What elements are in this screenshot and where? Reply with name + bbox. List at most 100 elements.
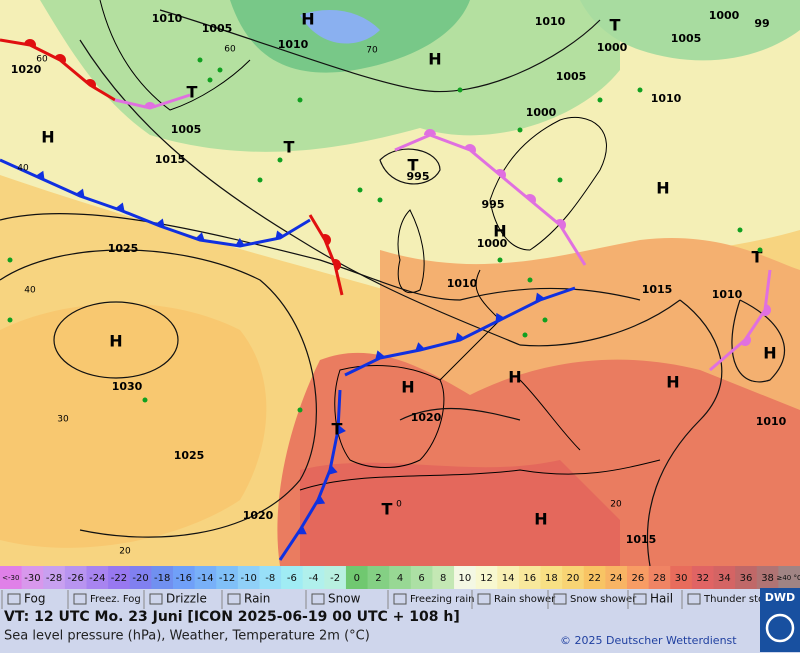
weather-symbol — [297, 407, 303, 413]
scale-cell — [151, 566, 174, 589]
temp-zone — [580, 0, 800, 61]
legend-label: Snow shower — [570, 594, 637, 605]
scale-label: -20 — [132, 573, 148, 584]
footer-background — [0, 589, 800, 653]
scale-label: <-30 — [2, 574, 19, 582]
scale-label: 36 — [740, 573, 753, 584]
scale-cell — [454, 566, 477, 589]
pressure-center: H — [666, 373, 679, 392]
scale-label: 30 — [675, 573, 688, 584]
pressure-label: 1020 — [11, 63, 42, 76]
scale-label: -14 — [197, 573, 213, 584]
legend-label: Snow — [328, 592, 361, 606]
scale-label: ≥40 °C — [776, 574, 800, 582]
scale-label: -2 — [330, 573, 340, 584]
pressure-center: H — [428, 50, 441, 69]
pressure-label: 1010 — [278, 38, 309, 51]
coastline — [299, 379, 661, 491]
pressure-center: H — [41, 128, 54, 147]
weather-symbol — [142, 397, 148, 403]
scale-label: 10 — [458, 573, 471, 584]
weather-symbol — [457, 87, 463, 93]
temperature-label: 30 — [57, 415, 69, 425]
legend-label: Rain — [244, 592, 270, 606]
scale-label: 16 — [523, 573, 536, 584]
weather-symbol — [297, 97, 303, 103]
scale-label: 0 — [354, 573, 360, 584]
scale-label: 20 — [567, 573, 580, 584]
scale-label: -26 — [68, 573, 84, 584]
legend-icon — [477, 593, 491, 605]
scale-cell — [389, 566, 412, 589]
weather-symbol — [542, 317, 548, 323]
pressure-label: 1015 — [642, 283, 673, 296]
scale-cell — [367, 566, 390, 589]
scale-cell — [0, 566, 23, 589]
scale-label: -8 — [265, 573, 275, 584]
map: 1010 1005 1010 1020 1005 1015 995 995 1000 1010 10… — [0, 0, 800, 567]
scale-label: 26 — [631, 573, 644, 584]
scale-label: 32 — [696, 573, 709, 584]
legend-label: Thunder storm — [703, 594, 778, 605]
legend-label: Freezing rain — [410, 594, 474, 605]
temperature-label: 70 — [366, 46, 378, 56]
temperature-label: 0 — [396, 500, 402, 510]
isobar — [0, 249, 317, 538]
legend-icon — [7, 593, 21, 605]
temperature-label: 40 — [17, 164, 29, 174]
pressure-label: 995 — [407, 170, 430, 183]
scale-cell — [345, 566, 369, 589]
pressure-center: H — [656, 179, 669, 198]
weather-symbol — [527, 277, 533, 283]
weather-symbol — [7, 317, 13, 323]
pressure-label: 1020 — [243, 509, 274, 522]
scale-cell — [43, 566, 66, 589]
weather-symbol — [737, 227, 743, 233]
scale-label: 22 — [588, 573, 601, 584]
description: Sea level pressure (hPa), Weather, Tempe… — [4, 629, 370, 644]
scale-label: -24 — [89, 573, 105, 584]
legend-icon — [633, 593, 647, 605]
color-scale: <-30 -30 -28 -26 -24 -22 -20 -18 -16 -14 -12 -10 -8-… — [0, 566, 800, 589]
scale-cell — [518, 566, 542, 589]
weather-symbol — [377, 197, 383, 203]
coastline — [99, 0, 251, 111]
scale-cell — [432, 566, 455, 589]
temperature-label: 20 — [610, 500, 622, 510]
weather-legend: Fog Freez. Fog Drizzle Rain Snow Freezing rai… — [1, 590, 778, 609]
map-labels: 1010 1005 1010 1020 1005 1015 995 995 1000 1010 10… — [7, 9, 787, 557]
pressure-center: T — [187, 83, 198, 102]
weather-symbol — [217, 67, 223, 73]
scale-label: 8 — [440, 573, 446, 584]
legend-label: Hail — [650, 592, 673, 606]
isobar — [159, 9, 601, 93]
weather-symbol — [637, 87, 643, 93]
warm-front — [308, 214, 344, 296]
scale-label: -30 — [24, 573, 40, 584]
logo-text: DWD — [765, 591, 795, 604]
pressure-label: 1005 — [671, 32, 702, 45]
isobar — [399, 407, 521, 421]
isobar — [79, 39, 681, 347]
pressure-label: 1000 — [526, 106, 557, 119]
pressure-label: 1025 — [174, 449, 205, 462]
scale-cell — [562, 566, 585, 589]
pressure-label: 1010 — [447, 277, 478, 290]
coastline — [397, 209, 425, 293]
occluded-front — [709, 269, 772, 372]
cold-front — [278, 389, 346, 561]
occluded-front — [114, 93, 191, 110]
pressure-label: 995 — [482, 198, 505, 211]
weather-symbol — [522, 332, 528, 338]
cold-front — [344, 286, 576, 377]
scale-cell — [216, 566, 239, 589]
weather-symbol — [497, 257, 503, 263]
scale-label: -22 — [111, 573, 127, 584]
pressure-center: H — [109, 332, 122, 351]
temperature-label: 60 — [224, 45, 236, 55]
pressure-label: 1000 — [597, 41, 628, 54]
scale-label: 12 — [480, 573, 493, 584]
scale-cell — [64, 566, 87, 589]
weather-symbol — [7, 257, 13, 263]
